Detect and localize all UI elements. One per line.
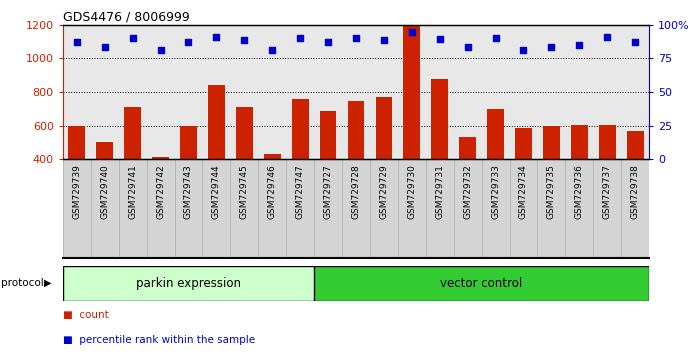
Text: GSM729738: GSM729738 bbox=[631, 164, 639, 219]
Bar bbox=[376, 97, 392, 159]
Point bbox=[574, 42, 585, 48]
Text: GSM729735: GSM729735 bbox=[547, 164, 556, 219]
Bar bbox=[431, 79, 448, 159]
Bar bbox=[63, 266, 314, 301]
Point bbox=[211, 34, 222, 39]
Text: GSM729743: GSM729743 bbox=[184, 164, 193, 219]
Bar bbox=[459, 137, 476, 159]
Bar bbox=[543, 126, 560, 159]
Text: GSM729734: GSM729734 bbox=[519, 164, 528, 219]
Text: GSM729742: GSM729742 bbox=[156, 164, 165, 219]
Point bbox=[518, 47, 529, 53]
Bar bbox=[292, 99, 309, 159]
Bar bbox=[599, 125, 616, 159]
Bar bbox=[208, 85, 225, 159]
Point bbox=[602, 34, 613, 39]
Point bbox=[406, 29, 417, 34]
Text: ■  count: ■ count bbox=[63, 310, 109, 320]
Bar bbox=[348, 101, 364, 159]
Text: GSM729733: GSM729733 bbox=[491, 164, 500, 219]
Text: protocol: protocol bbox=[1, 278, 43, 288]
Text: GSM729736: GSM729736 bbox=[575, 164, 584, 219]
Bar bbox=[487, 109, 504, 159]
Point bbox=[239, 37, 250, 43]
Point bbox=[267, 47, 278, 53]
Text: ■  percentile rank within the sample: ■ percentile rank within the sample bbox=[63, 335, 255, 345]
Text: GSM729744: GSM729744 bbox=[212, 164, 221, 219]
Point bbox=[99, 44, 110, 50]
Bar bbox=[627, 131, 644, 159]
Text: GDS4476 / 8006999: GDS4476 / 8006999 bbox=[63, 11, 190, 24]
Point bbox=[71, 39, 82, 44]
Text: GSM729728: GSM729728 bbox=[352, 164, 360, 219]
Text: GSM729741: GSM729741 bbox=[128, 164, 137, 219]
Text: GSM729732: GSM729732 bbox=[463, 164, 472, 219]
Text: GSM729737: GSM729737 bbox=[603, 164, 611, 219]
Bar bbox=[320, 110, 336, 159]
Text: ▶: ▶ bbox=[44, 278, 52, 288]
Text: GSM729731: GSM729731 bbox=[436, 164, 444, 219]
Point bbox=[630, 39, 641, 44]
Bar bbox=[571, 125, 588, 159]
Bar bbox=[236, 107, 253, 159]
Point bbox=[546, 44, 557, 50]
Text: GSM729746: GSM729746 bbox=[268, 164, 276, 219]
Point bbox=[490, 35, 501, 41]
Point bbox=[127, 35, 138, 41]
Point bbox=[462, 44, 473, 50]
Bar bbox=[515, 128, 532, 159]
Bar bbox=[124, 107, 141, 159]
Text: GSM729729: GSM729729 bbox=[380, 164, 388, 219]
Bar bbox=[403, 27, 420, 159]
Text: vector control: vector control bbox=[440, 277, 523, 290]
Text: GSM729739: GSM729739 bbox=[73, 164, 81, 219]
Bar bbox=[152, 157, 169, 159]
Text: GSM729740: GSM729740 bbox=[101, 164, 109, 219]
Point bbox=[295, 35, 306, 41]
Point bbox=[378, 37, 389, 43]
Point bbox=[434, 36, 445, 42]
Bar bbox=[68, 126, 85, 159]
Text: GSM729730: GSM729730 bbox=[408, 164, 416, 219]
Bar bbox=[180, 126, 197, 159]
Point bbox=[155, 47, 166, 53]
Text: GSM729727: GSM729727 bbox=[324, 164, 332, 219]
Point bbox=[183, 39, 194, 44]
Text: parkin expression: parkin expression bbox=[136, 277, 241, 290]
Bar bbox=[314, 266, 649, 301]
Text: GSM729745: GSM729745 bbox=[240, 164, 248, 219]
Point bbox=[322, 39, 334, 44]
Bar bbox=[264, 154, 281, 159]
Text: GSM729747: GSM729747 bbox=[296, 164, 304, 219]
Point bbox=[350, 35, 362, 41]
Bar bbox=[96, 142, 113, 159]
